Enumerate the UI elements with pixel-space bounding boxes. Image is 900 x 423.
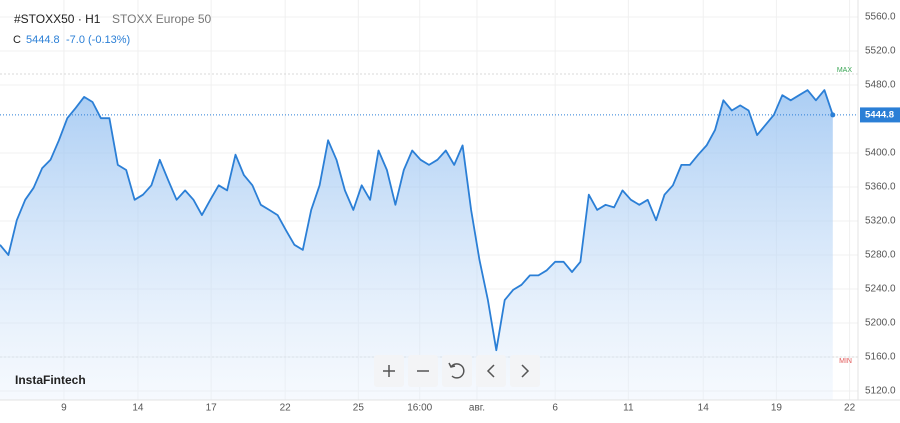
x-tick-label: 19	[771, 403, 783, 414]
zoom-out-button[interactable]	[408, 355, 438, 387]
y-tick-label: 5400.0	[865, 148, 896, 159]
x-tick-label: 25	[353, 403, 365, 414]
x-tick-label: 14	[698, 403, 710, 414]
zoom-in-button[interactable]	[374, 355, 404, 387]
reference-label: MIN	[839, 358, 852, 365]
close-value: 5444.8	[26, 34, 60, 46]
scroll-left-button[interactable]	[476, 355, 506, 387]
x-tick-label: 17	[206, 403, 218, 414]
axis: 5120.0 5160.0 5200.0 5240.0 5280.0 5320.0 5360…	[61, 12, 900, 414]
x-tick-label: авг.	[469, 403, 485, 414]
x-tick-label: 11	[623, 403, 634, 414]
brand: InstaFintech	[15, 373, 86, 387]
price-tag-label: 5444.8	[865, 109, 894, 120]
scroll-right-button[interactable]	[510, 355, 540, 387]
x-tick-label: 9	[61, 403, 67, 414]
y-tick-label: 5160.0	[865, 352, 896, 363]
y-tick-label: 5120.0	[865, 386, 896, 397]
y-tick-label: 5520.0	[865, 46, 896, 57]
y-tick-label: 5360.0	[865, 182, 896, 193]
close-prefix: C	[13, 34, 21, 46]
area-fill	[0, 90, 833, 400]
chart-title: #STOXX50 · H1	[14, 12, 101, 26]
last-point	[830, 112, 836, 118]
y-tick-label: 5240.0	[865, 284, 896, 295]
x-tick-label: 14	[132, 403, 144, 414]
toolbar	[374, 355, 540, 387]
x-tick-label: 22	[844, 403, 856, 414]
y-tick-label: 5480.0	[865, 80, 896, 91]
y-tick-label: 5320.0	[865, 216, 896, 227]
plot	[0, 89, 858, 400]
price-line	[0, 89, 834, 352]
y-tick-label: 5560.0	[865, 12, 896, 23]
chart-subtitle: STOXX Europe 50	[112, 12, 211, 26]
close-change: -7.0 (-0.13%)	[66, 34, 130, 46]
price-tag	[860, 107, 900, 123]
y-tick-label: 5200.0	[865, 318, 896, 329]
reset-button[interactable]	[442, 355, 472, 387]
reference-label: MAX	[837, 67, 853, 74]
x-tick-label: 22	[280, 403, 292, 414]
x-tick-label: 6	[552, 403, 558, 414]
y-tick-label: 5280.0	[865, 250, 896, 261]
x-tick-label: 16:00	[407, 403, 432, 414]
